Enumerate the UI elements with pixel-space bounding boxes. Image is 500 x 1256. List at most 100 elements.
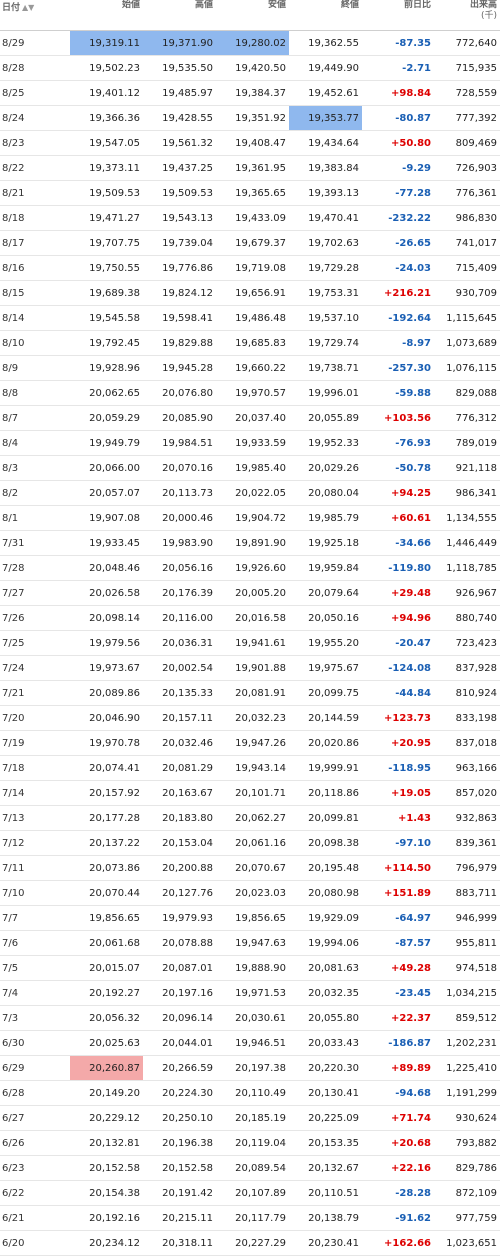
table-row: 7/28 20,048.46 20,056.16 19,926.60 19,959.84… [0, 555, 500, 581]
volume-cell: 977,759 [434, 1205, 500, 1231]
sort-arrows-icon[interactable]: ▲▼ [22, 3, 35, 12]
close-cell: 19,702.63 [289, 230, 362, 256]
low-cell: 19,971.53 [216, 980, 289, 1006]
change-cell: -97.10 [362, 830, 434, 856]
change-cell: -119.80 [362, 555, 434, 581]
high-cell: 20,250.10 [143, 1105, 216, 1131]
close-cell: 19,955.20 [289, 630, 362, 656]
close-cell: 20,110.51 [289, 1180, 362, 1206]
table-row: 8/28 19,502.23 19,535.50 19,420.50 19,449.90… [0, 55, 500, 81]
open-cell: 20,192.16 [70, 1205, 143, 1231]
table-row: 7/12 20,137.22 20,153.04 20,061.16 20,098.38… [0, 830, 500, 856]
volume-unit-label: (千) [480, 11, 497, 21]
close-column-header[interactable]: 終値 [289, 0, 362, 31]
volume-cell: 810,924 [434, 680, 500, 706]
high-cell: 19,371.90 [143, 30, 216, 56]
date-column-header[interactable]: 日付 ▲▼ [0, 0, 70, 31]
close-cell: 19,452.61 [289, 80, 362, 106]
low-cell: 20,227.29 [216, 1230, 289, 1256]
low-column-header[interactable]: 安値 [216, 0, 289, 31]
table-row: 7/11 20,073.86 20,200.88 20,070.67 20,195.48… [0, 855, 500, 881]
change-cell: -26.65 [362, 230, 434, 256]
high-cell: 20,036.31 [143, 630, 216, 656]
date-cell: 8/22 [0, 155, 70, 181]
change-column-header[interactable]: 前日比 [362, 0, 434, 31]
change-cell: -9.29 [362, 155, 434, 181]
low-cell: 19,933.59 [216, 430, 289, 456]
date-cell: 8/7 [0, 405, 70, 431]
close-cell: 19,925.18 [289, 530, 362, 556]
change-cell: +20.68 [362, 1130, 434, 1156]
date-cell: 6/28 [0, 1080, 70, 1106]
change-cell: +71.74 [362, 1105, 434, 1131]
high-cell: 19,485.97 [143, 80, 216, 106]
low-cell: 19,660.22 [216, 355, 289, 381]
low-cell: 20,197.38 [216, 1055, 289, 1081]
high-cell: 19,824.12 [143, 280, 216, 306]
high-column-header[interactable]: 高値 [143, 0, 216, 31]
change-cell: -118.95 [362, 755, 434, 781]
low-cell: 19,351.92 [216, 105, 289, 131]
open-column-header[interactable]: 始値 [70, 0, 143, 31]
date-cell: 8/25 [0, 80, 70, 106]
high-cell: 20,078.88 [143, 930, 216, 956]
volume-cell: 837,928 [434, 655, 500, 681]
change-cell: -76.93 [362, 430, 434, 456]
close-cell: 20,195.48 [289, 855, 362, 881]
volume-cell: 1,034,215 [434, 980, 500, 1006]
volume-cell: 946,999 [434, 905, 500, 931]
open-cell: 19,750.55 [70, 255, 143, 281]
table-row: 6/21 20,192.16 20,215.11 20,117.79 20,138.79… [0, 1205, 500, 1231]
table-row: 7/10 20,070.44 20,127.76 20,023.03 20,080.98… [0, 880, 500, 906]
volume-cell: 963,166 [434, 755, 500, 781]
table-row: 8/23 19,547.05 19,561.32 19,408.47 19,434.64… [0, 130, 500, 156]
open-cell: 19,502.23 [70, 55, 143, 81]
volume-cell: 776,361 [434, 180, 500, 206]
low-cell: 19,970.57 [216, 380, 289, 406]
high-cell: 19,509.53 [143, 180, 216, 206]
volume-cell: 839,361 [434, 830, 500, 856]
close-cell: 19,434.64 [289, 130, 362, 156]
open-cell: 19,373.11 [70, 155, 143, 181]
high-cell: 20,266.59 [143, 1055, 216, 1081]
volume-cell: 833,198 [434, 705, 500, 731]
close-cell: 19,952.33 [289, 430, 362, 456]
date-cell: 7/26 [0, 605, 70, 631]
open-cell: 20,073.86 [70, 855, 143, 881]
table-row: 6/29 20,260.87 20,266.59 20,197.38 20,220.30… [0, 1055, 500, 1081]
open-cell: 19,979.56 [70, 630, 143, 656]
close-cell: 19,729.74 [289, 330, 362, 356]
open-cell: 20,132.81 [70, 1130, 143, 1156]
high-cell: 19,561.32 [143, 130, 216, 156]
close-cell: 20,080.04 [289, 480, 362, 506]
low-cell: 19,985.40 [216, 455, 289, 481]
close-cell: 19,383.84 [289, 155, 362, 181]
close-cell: 19,449.90 [289, 55, 362, 81]
high-cell: 20,070.16 [143, 455, 216, 481]
open-cell: 20,137.22 [70, 830, 143, 856]
volume-cell: 1,023,651 [434, 1230, 500, 1256]
change-cell: -2.71 [362, 55, 434, 81]
close-cell: 20,081.63 [289, 955, 362, 981]
low-cell: 19,719.08 [216, 255, 289, 281]
change-cell: -80.87 [362, 105, 434, 131]
close-cell: 20,138.79 [289, 1205, 362, 1231]
volume-cell: 883,711 [434, 880, 500, 906]
open-cell: 19,545.58 [70, 305, 143, 331]
date-cell: 7/18 [0, 755, 70, 781]
close-cell: 19,537.10 [289, 305, 362, 331]
volume-cell: 1,202,231 [434, 1030, 500, 1056]
volume-column-header[interactable]: 出来高 (千) [434, 0, 500, 31]
volume-cell: 930,709 [434, 280, 500, 306]
table-row: 6/30 20,025.63 20,044.01 19,946.51 20,033.43… [0, 1030, 500, 1056]
close-cell: 20,132.67 [289, 1155, 362, 1181]
table-row: 8/16 19,750.55 19,776.86 19,719.08 19,729.28… [0, 255, 500, 281]
date-cell: 7/21 [0, 680, 70, 706]
high-cell: 19,983.90 [143, 530, 216, 556]
date-cell: 6/21 [0, 1205, 70, 1231]
open-cell: 20,026.58 [70, 580, 143, 606]
date-cell: 7/7 [0, 905, 70, 931]
high-cell: 20,032.46 [143, 730, 216, 756]
change-cell: -28.28 [362, 1180, 434, 1206]
high-cell: 20,116.00 [143, 605, 216, 631]
